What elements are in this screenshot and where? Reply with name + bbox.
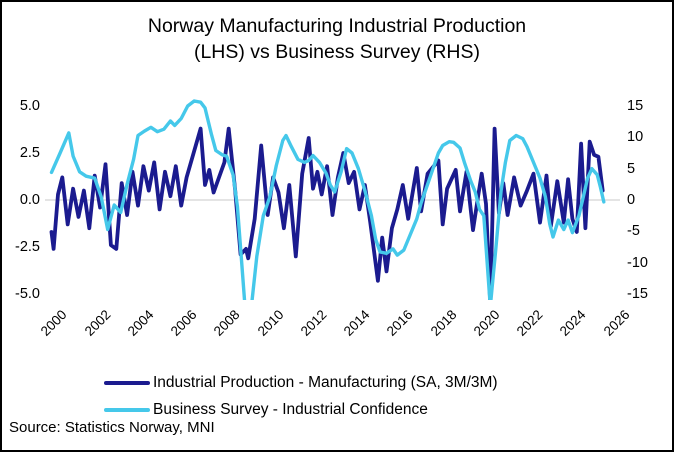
right-axis-tick-label: 10 <box>627 129 644 146</box>
left-axis-tick-label: 0.0 <box>19 192 40 208</box>
right-axis-tick-label: -15 <box>627 286 648 302</box>
chart-title-line1: Norway Manufacturing Industrial Producti… <box>147 15 527 37</box>
business-survey-line <box>49 99 606 300</box>
right-axis-tick-label: 0 <box>627 192 636 208</box>
right-axis-tick-label: -10 <box>627 254 648 271</box>
left-axis-tick-label: -2.5 <box>15 239 40 255</box>
source-note: Source: Statistics Norway, MNI <box>9 419 215 436</box>
legend: Industrial Production - Manufacturing (S… <box>104 369 498 423</box>
right-axis-tick-label: 5 <box>627 160 636 177</box>
legend-label: Business Survey - Industrial Confidence <box>153 400 428 418</box>
cyan-line-swatch <box>104 407 150 412</box>
chart-title-line2: (LHS) vs Business Survey (RHS) <box>193 41 481 63</box>
legend-item-industrial-production: Industrial Production - Manufacturing (S… <box>104 369 498 396</box>
industrial-production-line <box>49 126 605 300</box>
legend-label: Industrial Production - Manufacturing (S… <box>153 373 498 391</box>
right-axis-tick-label: -5 <box>627 223 640 240</box>
right-axis-tick-label: 15 <box>627 98 644 114</box>
left-axis-tick-label: 5.0 <box>19 98 40 114</box>
left-axis-tick-label: -5.0 <box>15 286 40 302</box>
left-axis-tick-label: 2.5 <box>19 145 40 161</box>
navy-line-swatch <box>104 380 150 385</box>
chart-title: Norway Manufacturing Industrial Producti… <box>0 13 674 65</box>
legend-item-business-survey: Business Survey - Industrial Confidence <box>104 396 498 423</box>
